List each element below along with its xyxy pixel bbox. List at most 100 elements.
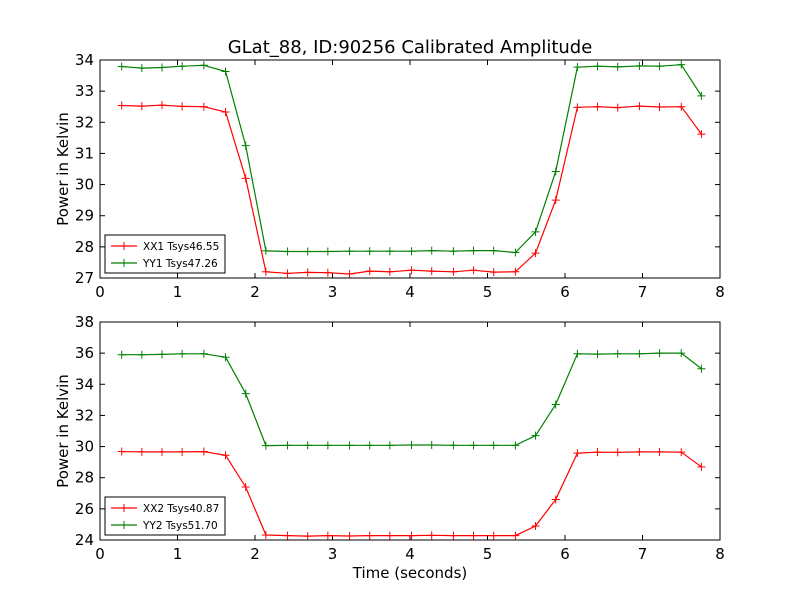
y-axis-label: Power in Kelvin xyxy=(54,374,72,488)
data-point xyxy=(449,441,458,450)
data-point xyxy=(469,266,478,275)
data-point xyxy=(593,102,602,111)
data-point xyxy=(655,103,664,112)
data-point xyxy=(261,441,270,450)
x-tick-label: 4 xyxy=(405,545,415,563)
y-tick-label: 34 xyxy=(75,51,94,69)
data-point xyxy=(635,61,644,70)
data-point xyxy=(283,269,292,278)
data-point xyxy=(385,441,394,450)
legend-box xyxy=(104,234,226,274)
y-tick-label: 38 xyxy=(75,313,94,331)
x-tick-label: 0 xyxy=(95,545,105,563)
data-point xyxy=(697,462,706,471)
data-point xyxy=(345,269,354,278)
x-tick-label: 7 xyxy=(638,545,648,563)
data-point xyxy=(365,247,374,256)
x-tick-label: 6 xyxy=(560,545,570,563)
data-point xyxy=(323,531,332,540)
data-point xyxy=(283,441,292,450)
data-point xyxy=(677,448,686,457)
data-point xyxy=(573,449,582,458)
data-point xyxy=(385,267,394,276)
data-point xyxy=(117,101,126,110)
data-point xyxy=(469,441,478,450)
data-point xyxy=(573,103,582,112)
data-point xyxy=(449,247,458,256)
data-point xyxy=(697,130,706,139)
data-point xyxy=(385,247,394,256)
data-point xyxy=(613,448,622,457)
data-point xyxy=(427,441,436,450)
data-point xyxy=(427,246,436,255)
data-point xyxy=(303,268,312,277)
legend-label: YY1 Tsys47.26 xyxy=(142,258,218,270)
data-point xyxy=(573,349,582,358)
data-point xyxy=(323,247,332,256)
data-point xyxy=(117,447,126,456)
data-point xyxy=(345,441,354,450)
legend-marker xyxy=(120,242,128,250)
data-point xyxy=(221,108,230,117)
data-point xyxy=(385,531,394,540)
x-tick-label: 8 xyxy=(715,283,725,301)
y-tick-label: 27 xyxy=(75,269,94,287)
data-point xyxy=(323,441,332,450)
data-point xyxy=(117,62,126,71)
legend-box xyxy=(104,496,226,536)
data-point xyxy=(199,61,208,70)
data-point xyxy=(199,349,208,358)
data-point xyxy=(158,101,166,110)
data-point xyxy=(323,268,332,277)
data-point xyxy=(551,495,560,504)
data-point xyxy=(407,441,416,450)
data-point xyxy=(531,431,540,440)
data-point xyxy=(158,447,166,456)
data-point xyxy=(655,447,664,456)
data-point xyxy=(241,141,250,150)
data-point xyxy=(117,350,126,359)
x-tick-label: 1 xyxy=(173,545,183,563)
data-point xyxy=(261,267,270,276)
y-tick-label: 28 xyxy=(75,469,94,487)
data-point xyxy=(365,531,374,540)
x-tick-label: 6 xyxy=(560,283,570,301)
data-point xyxy=(303,441,312,450)
data-point xyxy=(635,102,644,111)
data-point xyxy=(241,389,250,398)
data-point xyxy=(593,62,602,71)
legend: XX1 Tsys46.55 YY1 Tsys47.26 xyxy=(104,234,226,274)
data-point xyxy=(178,349,187,358)
y-tick-label: 31 xyxy=(75,144,94,162)
data-point xyxy=(199,447,208,456)
data-point xyxy=(449,531,458,540)
data-point xyxy=(655,349,664,358)
x-tick-label: 7 xyxy=(638,283,648,301)
legend-marker xyxy=(120,521,128,529)
x-tick-label: 5 xyxy=(483,545,493,563)
data-point xyxy=(221,67,230,76)
data-point xyxy=(551,167,560,176)
data-point xyxy=(531,521,540,530)
x-tick-label: 3 xyxy=(328,545,338,563)
legend-label: XX2 Tsys40.87 xyxy=(143,503,219,515)
data-point xyxy=(261,531,270,540)
y-tick-label: 36 xyxy=(75,344,94,362)
data-point xyxy=(511,441,520,450)
data-point xyxy=(241,483,250,492)
legend-marker xyxy=(120,504,128,512)
data-point xyxy=(221,353,230,362)
data-point xyxy=(365,441,374,450)
x-tick-label: 1 xyxy=(173,283,183,301)
data-point xyxy=(697,364,706,373)
data-point xyxy=(158,63,166,72)
data-point xyxy=(531,249,540,258)
data-point xyxy=(199,102,208,111)
data-point xyxy=(593,350,602,359)
data-point xyxy=(677,60,686,69)
data-point xyxy=(511,267,520,276)
data-point xyxy=(261,246,270,255)
y-tick-label: 28 xyxy=(75,238,94,256)
data-point xyxy=(449,267,458,276)
